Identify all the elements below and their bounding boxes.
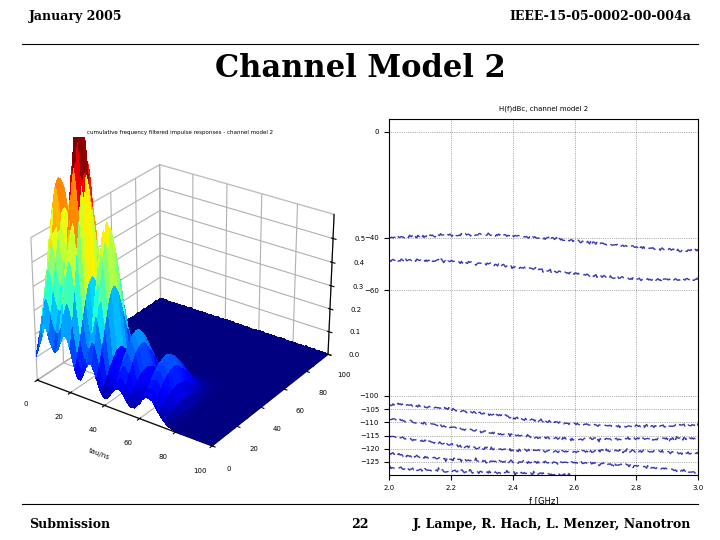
X-axis label: tau/ns: tau/ns <box>88 447 110 460</box>
X-axis label: f [GHz]: f [GHz] <box>529 496 558 505</box>
Text: Channel Model 2: Channel Model 2 <box>215 53 505 84</box>
Title: cumulative frequency filtered impulse responses - channel model 2: cumulative frequency filtered impulse re… <box>87 130 273 135</box>
Title: H(f)dBc, channel model 2: H(f)dBc, channel model 2 <box>499 105 588 112</box>
Text: IEEE-15-05-0002-00-004a: IEEE-15-05-0002-00-004a <box>509 10 691 23</box>
Text: 22: 22 <box>351 518 369 531</box>
Text: J. Lampe, R. Hach, L. Menzer, Nanotron: J. Lampe, R. Hach, L. Menzer, Nanotron <box>413 518 691 531</box>
Text: January 2005: January 2005 <box>29 10 122 23</box>
Text: Submission: Submission <box>29 518 110 531</box>
